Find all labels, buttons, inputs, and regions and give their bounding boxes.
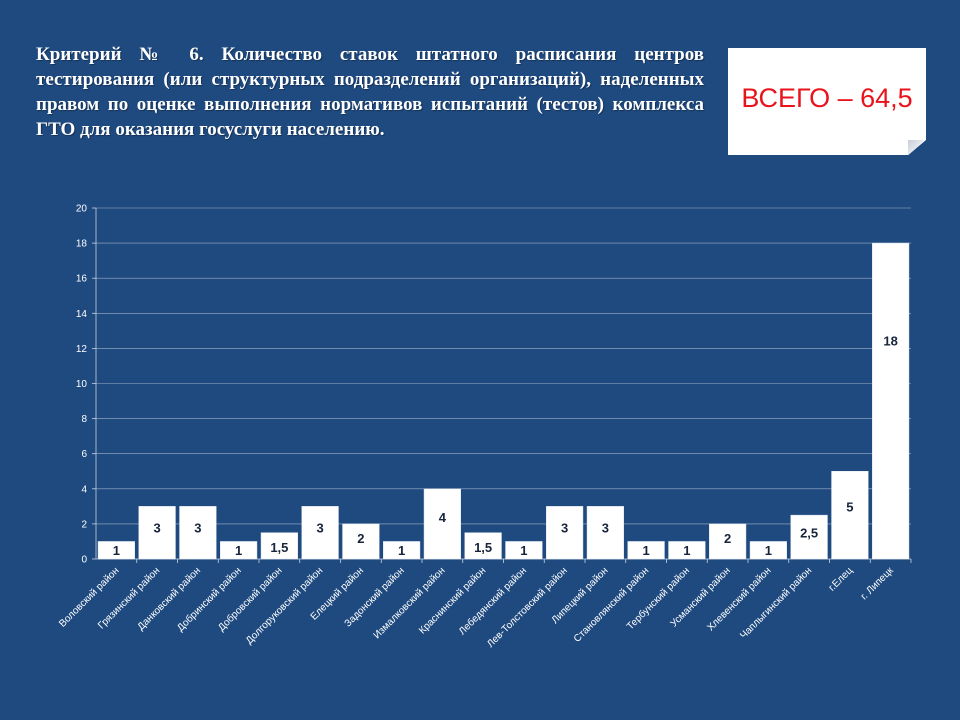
y-tick-label: 16 (76, 274, 88, 285)
bar (668, 541, 706, 560)
bar-value-label: 2 (357, 531, 364, 546)
bar (383, 541, 421, 560)
bar-value-label: 1 (235, 543, 242, 558)
bar-value-label: 1 (398, 543, 405, 558)
bar (831, 471, 869, 560)
bar-value-label: 1 (520, 543, 527, 558)
x-category-label: Чаплыгинский район (738, 565, 814, 641)
y-tick-label: 18 (76, 239, 88, 250)
bar-value-label: 1,5 (270, 540, 288, 555)
bar-value-label: 1 (683, 543, 690, 558)
y-tick-label: 14 (76, 309, 88, 320)
bar-value-label: 1 (765, 543, 772, 558)
bar (749, 541, 787, 560)
y-tick-labels: 0 2 4 6 8 10 12 14 16 18 20 (76, 204, 88, 566)
bar (790, 514, 828, 560)
x-category-label: Измалковский район (372, 565, 448, 641)
y-tick-label: 6 (81, 449, 87, 460)
bar-value-label: 3 (154, 520, 161, 535)
bar (97, 541, 135, 560)
bar (423, 488, 461, 560)
x-category-label: Становлянский район (572, 565, 651, 644)
data-labels: 1 3 3 1 1,5 3 2 1 4 1,5 1 3 3 1 1 2 1 2,5 5 18 (113, 333, 898, 558)
bar (301, 506, 339, 560)
bar-value-label: 3 (561, 520, 568, 535)
x-category-label: Лев-Толстовский район (485, 565, 570, 650)
bar (220, 541, 258, 560)
bar-value-label: 5 (846, 499, 853, 514)
bar-value-label: 4 (439, 510, 447, 525)
bar (179, 506, 217, 560)
x-category-label: г.Елец (827, 565, 855, 593)
y-tick-label: 12 (76, 344, 88, 355)
bar-value-label: 3 (602, 520, 609, 535)
bar-value-label: 2,5 (800, 526, 818, 541)
y-tick-label: 4 (81, 484, 87, 495)
bar (138, 506, 176, 560)
bar-value-label: 3 (194, 520, 201, 535)
bar-value-label: 2 (724, 531, 731, 546)
y-tick-label: 8 (81, 414, 87, 425)
bar (627, 541, 665, 560)
bar (546, 506, 584, 560)
total-card: ВСЕГО – 64,5 (728, 48, 926, 155)
bar (342, 523, 380, 560)
bar-value-label: 3 (317, 520, 324, 535)
bar (709, 523, 747, 560)
y-tick-label: 2 (81, 519, 87, 530)
y-tick-label: 20 (76, 204, 88, 215)
slide-title: Критерий № 6. Количество ставок штатного… (36, 44, 704, 140)
bar (464, 532, 502, 560)
x-category-label: г. Липецк (859, 565, 896, 602)
bars (97, 242, 910, 560)
bar (260, 532, 298, 560)
bar (586, 506, 624, 560)
bar-value-label: 18 (883, 333, 897, 348)
bar-value-label: 1,5 (474, 540, 492, 555)
x-category-label: Долгоруковский район (244, 565, 325, 646)
total-value: ВСЕГО – 64,5 (741, 82, 913, 113)
bar-value-label: 1 (643, 543, 650, 558)
y-tick-label: 0 (81, 555, 87, 566)
bar (505, 541, 543, 560)
gridlines (96, 207, 911, 525)
bar-value-label: 1 (113, 543, 120, 558)
y-tick-label: 10 (76, 379, 88, 390)
bar (872, 242, 910, 560)
x-category-label: Лебедянский район (456, 565, 529, 638)
